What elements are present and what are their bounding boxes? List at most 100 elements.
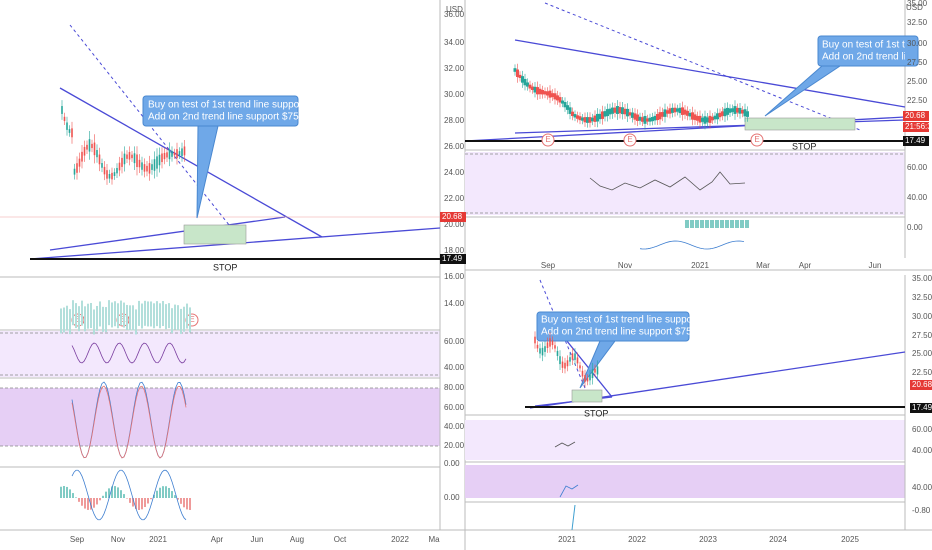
macd-bar [135, 498, 137, 510]
volume [189, 307, 191, 333]
candle [118, 162, 121, 171]
volume [75, 303, 77, 329]
macd-bar [162, 486, 164, 498]
axis-label: 25.00 [912, 349, 932, 358]
candle [108, 174, 111, 179]
volume [153, 303, 155, 329]
candle [98, 154, 101, 165]
axis-label: 22.50 [912, 368, 932, 377]
time-label: 2021 [149, 535, 167, 544]
candle [548, 90, 552, 98]
volume [105, 307, 107, 333]
axis-label: 60.00 [444, 337, 465, 346]
macd-bar [111, 486, 113, 498]
macd-bar [96, 498, 98, 505]
macd-bar [138, 498, 140, 510]
candle [559, 356, 561, 365]
candle [111, 172, 113, 180]
volume [132, 305, 134, 331]
candle [551, 93, 554, 98]
candle [703, 116, 707, 124]
candle [593, 115, 597, 122]
axis-label: 20.00 [444, 441, 465, 450]
axis-label: 22.00 [444, 194, 465, 203]
candle [531, 86, 534, 90]
macd-bar [63, 486, 65, 498]
time-label: 2022 [391, 535, 409, 544]
time-label: Ma [428, 535, 440, 544]
candle [171, 151, 173, 157]
time-label: Sep [70, 535, 85, 544]
macd-bar [171, 491, 173, 498]
axis-label: 14.00 [444, 299, 465, 308]
candle [721, 111, 724, 116]
price-tag [903, 122, 929, 132]
candle [596, 113, 599, 122]
stop-label: STOP [584, 408, 608, 418]
volume [186, 303, 188, 329]
time-label: Aug [290, 535, 304, 544]
candle [681, 107, 684, 115]
volume [159, 303, 161, 329]
price-tag [903, 136, 929, 146]
candle [576, 115, 579, 119]
candle [566, 105, 569, 110]
candle [556, 95, 559, 101]
candle [549, 338, 551, 347]
price-tag [903, 111, 929, 121]
price-tag [440, 254, 466, 264]
indicator-line [71, 385, 187, 459]
time-label: Nov [111, 535, 125, 544]
callout [142, 95, 299, 127]
candle [648, 117, 652, 122]
candle [706, 117, 709, 123]
candle [153, 159, 156, 171]
macd-bar [174, 495, 176, 498]
candle [63, 116, 66, 121]
macd-bar [730, 220, 734, 228]
candle [701, 117, 704, 122]
macd-bar [740, 220, 744, 228]
macd-bar [156, 490, 158, 498]
candle [591, 369, 594, 379]
annotation: Buy on test of 1st trend line support $7… [541, 315, 724, 326]
axis-label: 35.00 [912, 274, 932, 283]
volume [117, 303, 119, 329]
candle [666, 110, 669, 114]
volume [144, 300, 146, 326]
axis-label: 80.00 [444, 383, 465, 392]
candle [641, 117, 644, 122]
candle [581, 370, 584, 377]
earnings-label: E [754, 135, 759, 144]
candle [544, 346, 546, 352]
axis-label: 32.50 [912, 293, 932, 302]
candle [686, 110, 689, 116]
price-tag-label: 20.68 [905, 111, 926, 120]
volume [120, 300, 122, 326]
candle [571, 111, 574, 117]
candle [586, 117, 589, 123]
candle [564, 362, 566, 369]
macd-bar [69, 489, 71, 498]
volume [108, 300, 110, 326]
axis-label: 28.00 [444, 116, 465, 125]
macd-bar [147, 498, 149, 504]
axis-label: -0.80 [912, 506, 931, 515]
macd-bar [132, 498, 134, 507]
candle [598, 113, 602, 120]
axis-label: 40.00 [912, 483, 932, 492]
candle [141, 162, 143, 170]
candle [116, 167, 118, 174]
candle [163, 152, 166, 160]
candle [68, 129, 71, 133]
candle [716, 113, 719, 120]
candle [711, 116, 714, 121]
candle [556, 350, 559, 356]
earnings-label: E [189, 315, 194, 324]
candle [741, 109, 744, 114]
candle [83, 146, 86, 156]
candle [643, 116, 647, 124]
macd-bar [159, 487, 161, 498]
earnings-marker [541, 133, 555, 147]
macd-bar [186, 498, 188, 510]
